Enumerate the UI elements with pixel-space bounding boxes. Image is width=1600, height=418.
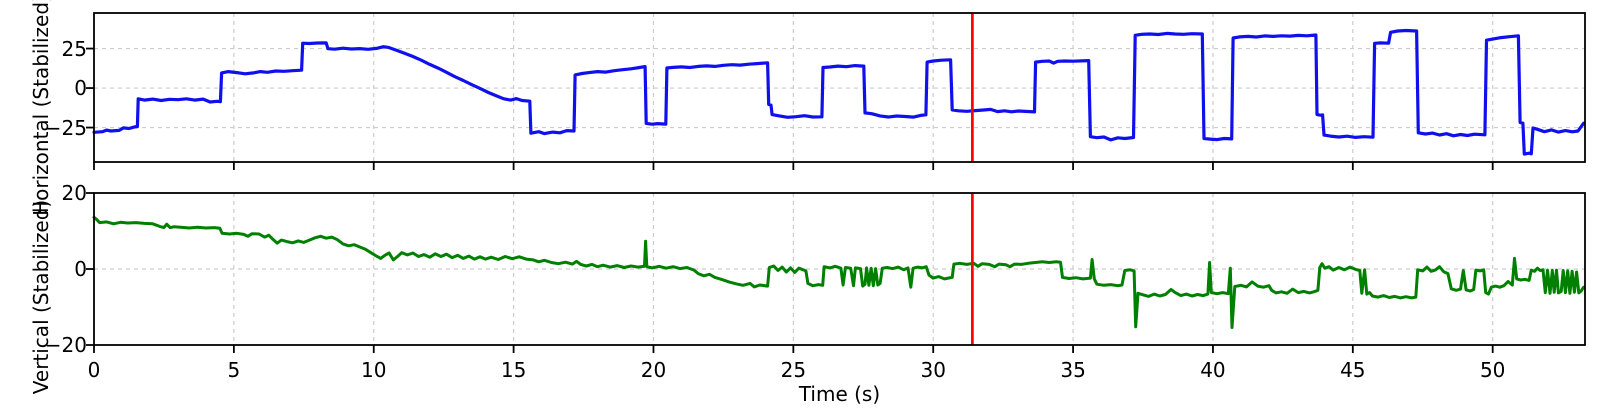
series-line-horizontal — [92, 28, 1586, 156]
y-tick-label: 0 — [74, 257, 87, 281]
y-tick-label: 25 — [61, 36, 87, 61]
bottom-chart-ylabel: Vertical (Stabilized) — [29, 199, 53, 395]
x-tick-label: 5 — [227, 358, 241, 382]
y-tick-label: −25 — [44, 115, 87, 140]
x-tick-label: 20 — [640, 358, 667, 382]
x-tick-label: 15 — [500, 358, 527, 382]
x-tick-label: 30 — [920, 358, 946, 382]
x-tick-label: 35 — [1060, 358, 1086, 382]
x-tick-label: 25 — [780, 358, 807, 382]
x-tick-label: 40 — [1200, 358, 1226, 382]
series-line-vertical — [92, 215, 1586, 329]
y-tick-label: 0 — [74, 76, 87, 101]
x-tick-label: 10 — [361, 358, 387, 382]
x-tick-label: 50 — [1479, 358, 1506, 382]
x-tick-label: 0 — [87, 358, 101, 382]
y-tick-label: 20 — [61, 181, 87, 205]
x-axis-label: Time (s) — [798, 382, 881, 406]
top-chart-ylabel: Horizontal (Stabilized) — [29, 0, 53, 216]
x-tick-label: 45 — [1340, 358, 1366, 382]
y-tick-label: −20 — [44, 333, 87, 357]
